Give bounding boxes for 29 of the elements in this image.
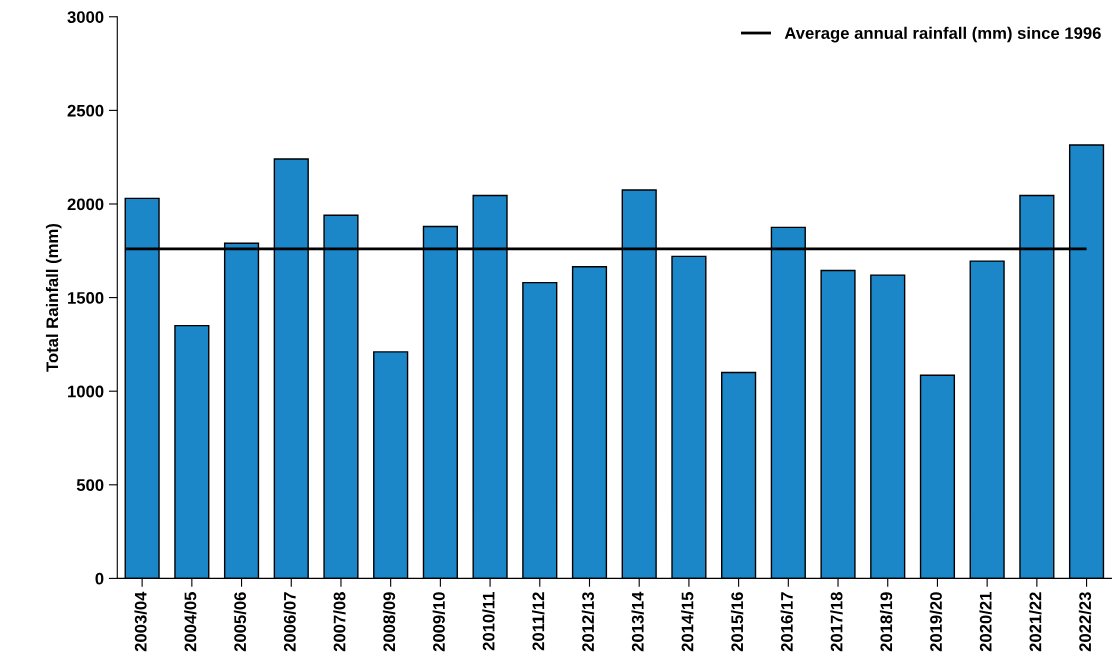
x-tick-label: 2011/12 <box>532 592 545 651</box>
y-tick-label: 1500 <box>68 291 104 304</box>
x-tick-label: 2013/14 <box>631 591 644 652</box>
y-tick-label: 500 <box>76 479 104 491</box>
legend-label: Average annual rainfall (mm) since 1996 <box>784 26 1101 43</box>
x-tick-label: 2016/17 <box>780 592 793 652</box>
x-tick-label: 2018/19 <box>879 592 893 652</box>
y-tick-label: 2500 <box>67 104 104 117</box>
x-tick-label: 2020/21 <box>979 592 992 652</box>
x-tick-label: 2004/05 <box>184 592 197 652</box>
y-tick-label: 1000 <box>68 385 104 398</box>
y-tick-label: 0 <box>95 572 104 585</box>
x-tick-label: 2014/15 <box>681 592 694 652</box>
x-tick-label: 2015/16 <box>730 592 744 652</box>
x-tick-label: 2021/22 <box>1029 592 1042 652</box>
x-tick-label: 2009/10 <box>432 592 446 652</box>
x-tick-label: 2008/09 <box>382 592 396 652</box>
x-tick-label: 2006/07 <box>283 592 296 652</box>
y-axis-title: Total Rainfall (mm) <box>45 224 62 372</box>
y-tick-label: 2000 <box>67 198 104 211</box>
x-tick-label: 2019/20 <box>929 592 943 652</box>
x-tick-label: 2005/06 <box>233 592 247 652</box>
x-tick-label: 2017/18 <box>830 592 843 652</box>
x-tick-label: 2022/23 <box>1078 592 1092 652</box>
y-tick-label: 3000 <box>67 11 104 23</box>
x-tick-label: 2003/04 <box>134 591 147 652</box>
x-tick-label: 2010/11 <box>482 592 495 651</box>
x-tick-label: 2007/08 <box>333 592 346 652</box>
x-tick-label: 2012/13 <box>581 592 595 652</box>
